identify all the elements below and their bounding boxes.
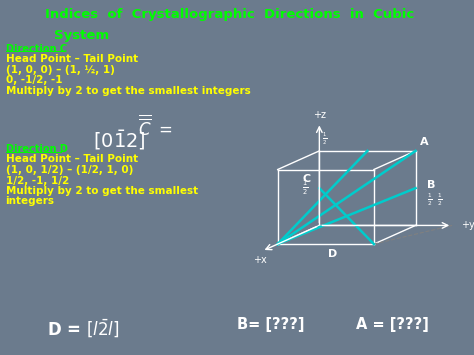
Text: System: System: [54, 29, 109, 42]
Text: C: C: [303, 174, 311, 184]
Text: Multiply by 2 to get the smallest integers: Multiply by 2 to get the smallest intege…: [6, 86, 250, 95]
Text: D = $[l\bar{2}l]$: D = $[l\bar{2}l]$: [47, 317, 119, 339]
Text: B= [???]: B= [???]: [237, 317, 304, 332]
Text: $[0\bar{1}2]$: $[0\bar{1}2]$: [92, 129, 145, 152]
Text: D: D: [328, 249, 337, 260]
Text: $\frac{1}{2}$: $\frac{1}{2}$: [322, 131, 327, 147]
Text: +z: +z: [313, 110, 326, 120]
Text: +x: +x: [253, 256, 267, 266]
Text: Head Point – Tail Point: Head Point – Tail Point: [6, 54, 137, 64]
Text: Indices  of  Crystallographic  Directions  in  Cubic: Indices of Crystallographic Directions i…: [46, 8, 415, 21]
Text: A: A: [420, 137, 429, 147]
Text: $\frac{1}{2}$: $\frac{1}{2}$: [301, 179, 308, 197]
Text: 0, -1/2, -1: 0, -1/2, -1: [6, 75, 62, 85]
Text: integers: integers: [6, 196, 55, 206]
Text: (1, 0, 0) – (1, ½, 1): (1, 0, 0) – (1, ½, 1): [6, 65, 114, 75]
Text: B: B: [427, 180, 436, 190]
Text: Multiply by 2 to get the smallest: Multiply by 2 to get the smallest: [6, 186, 198, 196]
Text: +y: +y: [461, 220, 474, 230]
Text: 1/2, -1, 1/2: 1/2, -1, 1/2: [6, 176, 69, 186]
Text: Direction D: Direction D: [6, 144, 67, 154]
Text: $\overline{\overline{C}}\ =$: $\overline{\overline{C}}\ =$: [138, 114, 173, 139]
Text: (1, 0, 1/2) – (1/2, 1, 0): (1, 0, 1/2) – (1/2, 1, 0): [6, 165, 133, 175]
Text: Head Point – Tail Point: Head Point – Tail Point: [6, 154, 137, 164]
Text: $\frac{1}{2}$  $\frac{1}{2}$: $\frac{1}{2}$ $\frac{1}{2}$: [427, 192, 443, 208]
Text: Direction C: Direction C: [6, 44, 67, 54]
Text: A = [???]: A = [???]: [356, 317, 429, 332]
